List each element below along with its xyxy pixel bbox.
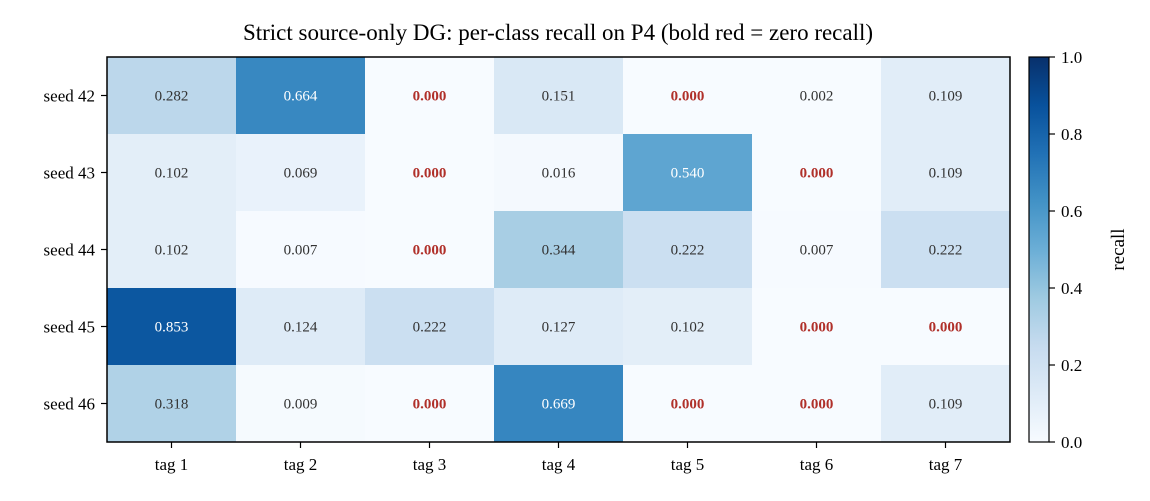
heatmap-cell-r4-c3	[494, 365, 623, 442]
y-tick-label: seed 44	[44, 241, 96, 260]
heatmap-cell-r2-c6	[881, 211, 1010, 288]
cell-value-label: 0.151	[542, 89, 576, 105]
heatmap-cell-r4-c0	[107, 365, 236, 442]
heatmap-cell-r2-c3	[494, 211, 623, 288]
heatmap-cell-r0-c5	[752, 57, 881, 134]
colorbar-tick-label: 0.6	[1061, 202, 1082, 221]
cell-value-label: 0.102	[155, 166, 189, 182]
heatmap-cell-r0-c2	[365, 57, 494, 134]
y-tick-label: seed 46	[44, 395, 95, 414]
cell-value-label: 0.000	[413, 166, 447, 182]
heatmap-cell-r3-c2	[365, 288, 494, 365]
cell-value-label: 0.002	[800, 89, 834, 105]
cell-value-label: 0.669	[542, 397, 576, 413]
colorbar-label: recall	[1108, 228, 1129, 270]
heatmap-cell-r0-c0	[107, 57, 236, 134]
colorbar	[1028, 56, 1050, 443]
cell-value-label: 0.664	[284, 89, 318, 105]
cell-value-label: 0.000	[413, 89, 447, 105]
heatmap-cell-r3-c0	[107, 288, 236, 365]
heatmap-cell-r4-c4	[623, 365, 752, 442]
cell-value-label: 0.222	[671, 243, 705, 259]
heatmap-cell-r0-c4	[623, 57, 752, 134]
colorbar-tick-label: 0.2	[1061, 356, 1082, 375]
y-tick-label: seed 43	[44, 164, 95, 183]
heatmap-cell-r4-c1	[236, 365, 365, 442]
heatmap-cell-r1-c6	[881, 134, 1010, 211]
cell-value-label: 0.007	[800, 243, 834, 259]
heatmap-cell-r3-c3	[494, 288, 623, 365]
x-tick-label: tag 5	[671, 455, 705, 474]
heatmap-cell-r2-c2	[365, 211, 494, 288]
x-tick-label: tag 4	[542, 455, 576, 474]
y-tick-label: seed 45	[44, 318, 95, 337]
x-tick-label: tag 7	[929, 455, 963, 474]
cell-value-label: 0.282	[155, 89, 189, 105]
x-tick-label: tag 3	[413, 455, 447, 474]
cell-value-label: 0.318	[155, 397, 189, 413]
cell-value-label: 0.102	[155, 243, 189, 259]
cell-value-label: 0.000	[800, 320, 834, 336]
x-tick-label: tag 2	[284, 455, 318, 474]
heatmap-cell-r0-c6	[881, 57, 1010, 134]
heatmap-cell-r1-c2	[365, 134, 494, 211]
colorbar-tick-label: 1.0	[1061, 48, 1082, 67]
cell-value-label: 0.000	[413, 243, 447, 259]
cell-value-label: 0.009	[284, 397, 318, 413]
heatmap-cell-r3-c5	[752, 288, 881, 365]
heatmap-cell-r0-c3	[494, 57, 623, 134]
cell-value-label: 0.000	[800, 397, 834, 413]
cell-value-label: 0.000	[413, 397, 447, 413]
y-tick-label: seed 42	[44, 87, 95, 106]
heatmap-cell-r2-c0	[107, 211, 236, 288]
x-tick-label: tag 6	[800, 455, 834, 474]
cell-value-label: 0.222	[413, 320, 447, 336]
cell-value-label: 0.069	[284, 166, 318, 182]
cell-value-label: 0.109	[929, 89, 963, 105]
cell-value-label: 0.853	[155, 320, 189, 336]
heatmap-cell-r1-c1	[236, 134, 365, 211]
heatmap-cell-r1-c0	[107, 134, 236, 211]
cell-value-label: 0.109	[929, 397, 963, 413]
cell-value-label: 0.109	[929, 166, 963, 182]
cell-value-label: 0.000	[929, 320, 963, 336]
heatmap-cell-r4-c6	[881, 365, 1010, 442]
chart-title: Strict source-only DG: per-class recall …	[243, 20, 873, 45]
cell-value-label: 0.007	[284, 243, 318, 259]
heatmap-cell-r2-c1	[236, 211, 365, 288]
heatmap-cell-r2-c4	[623, 211, 752, 288]
cell-value-label: 0.102	[671, 320, 705, 336]
cell-value-label: 0.124	[284, 320, 318, 336]
heatmap-cell-r1-c5	[752, 134, 881, 211]
x-tick-label: tag 1	[155, 455, 189, 474]
cell-value-label: 0.344	[542, 243, 576, 259]
cell-value-label: 0.000	[800, 166, 834, 182]
heatmap-cell-r2-c5	[752, 211, 881, 288]
cell-value-label: 0.000	[671, 89, 705, 105]
cell-value-label: 0.127	[542, 320, 576, 336]
heatmap-cell-r3-c1	[236, 288, 365, 365]
heatmap-cell-r0-c1	[236, 57, 365, 134]
cell-value-label: 0.016	[542, 166, 576, 182]
colorbar-tick-label: 0.4	[1061, 279, 1083, 298]
cell-value-label: 0.222	[929, 243, 963, 259]
cell-value-label: 0.000	[671, 397, 705, 413]
heatmap-cell-r4-c5	[752, 365, 881, 442]
heatmap-cell-r3-c6	[881, 288, 1010, 365]
heatmap-cell-r4-c2	[365, 365, 494, 442]
colorbar-tick-label: 0.0	[1061, 433, 1082, 452]
heatmap-cell-r1-c4	[623, 134, 752, 211]
cell-value-label: 0.540	[671, 166, 705, 182]
heatmap-cell-r3-c4	[623, 288, 752, 365]
heatmap-cell-r1-c3	[494, 134, 623, 211]
colorbar-tick-label: 0.8	[1061, 125, 1082, 144]
